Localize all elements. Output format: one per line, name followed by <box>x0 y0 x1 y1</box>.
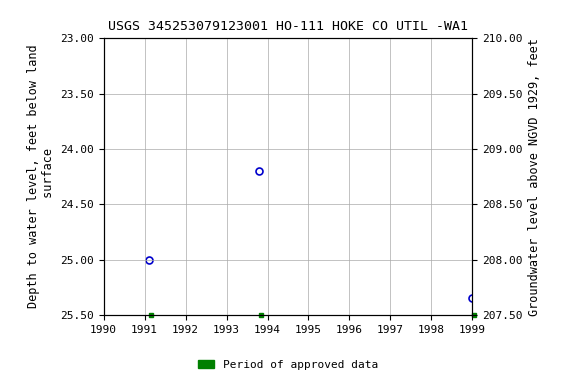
Title: USGS 345253079123001 HO-111 HOKE CO UTIL -WA1: USGS 345253079123001 HO-111 HOKE CO UTIL… <box>108 20 468 33</box>
Y-axis label: Groundwater level above NGVD 1929, feet: Groundwater level above NGVD 1929, feet <box>528 38 541 316</box>
Y-axis label: Depth to water level, feet below land
 surface: Depth to water level, feet below land su… <box>26 45 55 308</box>
Legend: Period of approved data: Period of approved data <box>193 356 383 375</box>
